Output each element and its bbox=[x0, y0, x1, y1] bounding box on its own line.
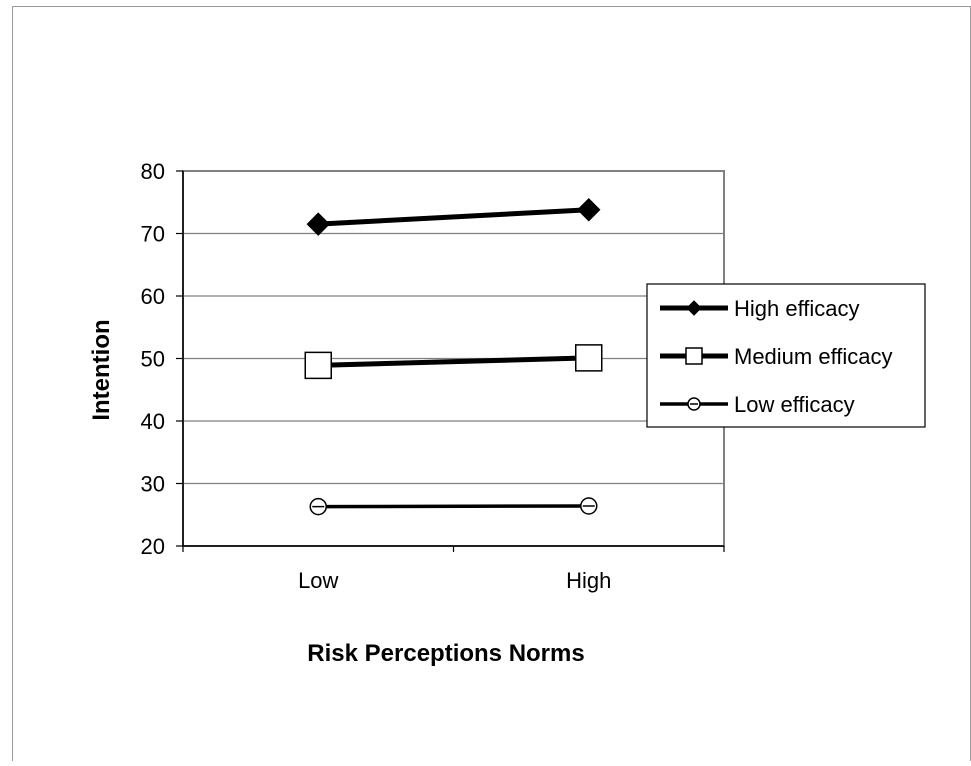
legend-marker bbox=[685, 347, 703, 365]
legend-entry: Low efficacy bbox=[660, 392, 855, 417]
y-tick-label: 30 bbox=[141, 472, 165, 497]
data-point bbox=[304, 351, 332, 380]
y-tick-label: 80 bbox=[141, 159, 165, 184]
legend: High efficacy Medium efficacy Low efficacy bbox=[646, 283, 926, 428]
data-point bbox=[577, 198, 601, 222]
legend-marker bbox=[686, 300, 702, 316]
y-tick-label: 70 bbox=[141, 222, 165, 247]
series-medium-efficacy bbox=[304, 344, 603, 380]
data-point bbox=[309, 497, 327, 516]
y-tick-label: 60 bbox=[141, 284, 165, 309]
series-layer bbox=[304, 198, 603, 516]
series-line bbox=[318, 504, 589, 509]
series-line bbox=[318, 207, 589, 227]
y-tick-label: 20 bbox=[141, 534, 165, 559]
data-point bbox=[575, 344, 603, 372]
x-axis-title: Risk Perceptions Norms bbox=[307, 640, 584, 667]
grid-layer bbox=[183, 232, 724, 485]
x-tick-label: Low bbox=[298, 568, 338, 593]
series-high-efficacy bbox=[306, 198, 601, 236]
x-tick-label: High bbox=[566, 568, 611, 593]
y-tick-label: 50 bbox=[141, 347, 165, 372]
series-line bbox=[318, 355, 589, 368]
legend-label: Medium efficacy bbox=[734, 344, 893, 369]
y-tick-label: 40 bbox=[141, 409, 165, 434]
legend-label: High efficacy bbox=[734, 296, 860, 321]
series-low-efficacy bbox=[309, 497, 598, 516]
y-axis-title: Intention bbox=[88, 319, 115, 420]
legend-entry: Medium efficacy bbox=[660, 344, 893, 369]
data-point bbox=[580, 497, 598, 515]
axis-layer: 20 30 40 50 60 70 80 Low High bbox=[141, 159, 725, 593]
legend-entry: High efficacy bbox=[660, 296, 860, 321]
legend-marker bbox=[687, 397, 701, 411]
data-point bbox=[306, 212, 330, 236]
legend-label: Low efficacy bbox=[734, 392, 855, 417]
